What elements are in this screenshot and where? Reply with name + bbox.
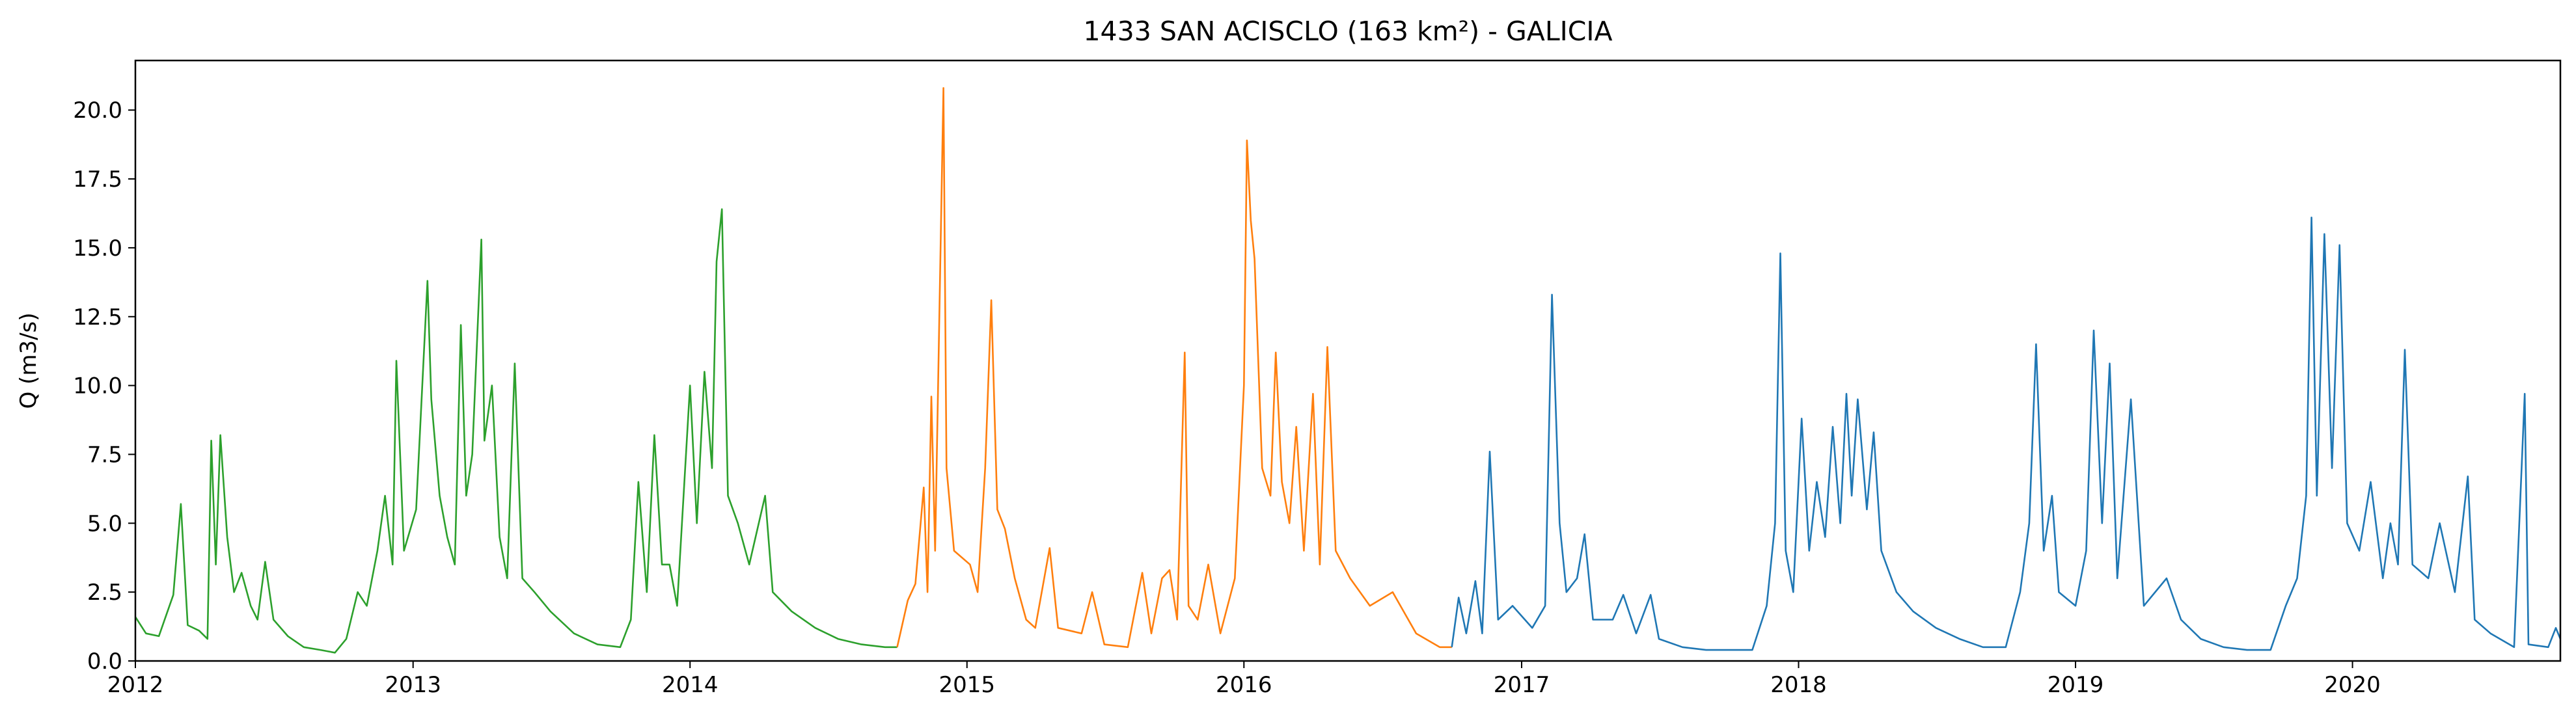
series-line-3: [1451, 217, 2562, 651]
y-tick-label: 7.5: [87, 442, 122, 468]
y-tick-label: 20.0: [73, 98, 122, 124]
x-tick-label: 2014: [662, 672, 719, 698]
y-tick-label: 15.0: [73, 235, 122, 262]
x-tick-label: 2016: [1216, 672, 1272, 698]
y-axis-label: Q (m3/s): [16, 312, 42, 409]
x-tick-label: 2019: [2048, 672, 2104, 698]
series-line-2: [896, 87, 1452, 649]
x-tick-label: 2012: [107, 672, 164, 698]
tick-layer: 2012 2013 2014 2015 2016 2017 2018 2019 2020 0.0 2…: [73, 98, 2381, 698]
x-tick-label: 2020: [2324, 672, 2381, 698]
plot-frame: [134, 59, 2562, 662]
y-tick-label: 5.0: [87, 511, 122, 537]
y-tick-label: 0.0: [87, 649, 122, 675]
x-tick-label: 2018: [1770, 672, 1827, 698]
y-tick-label: 10.0: [73, 373, 122, 399]
series-layer: [134, 87, 2562, 654]
x-tick-label: 2015: [939, 672, 995, 698]
series-line-1: [134, 208, 897, 654]
y-tick-label: 17.5: [73, 167, 122, 193]
y-tick-label: 12.5: [73, 304, 122, 330]
chart-title: 1433 SAN ACISCLO (163 km²) - GALICIA: [1083, 16, 1612, 47]
x-tick-label: 2017: [1494, 672, 1550, 698]
y-tick-label: 2.5: [87, 580, 122, 606]
x-tick-label: 2013: [385, 672, 441, 698]
